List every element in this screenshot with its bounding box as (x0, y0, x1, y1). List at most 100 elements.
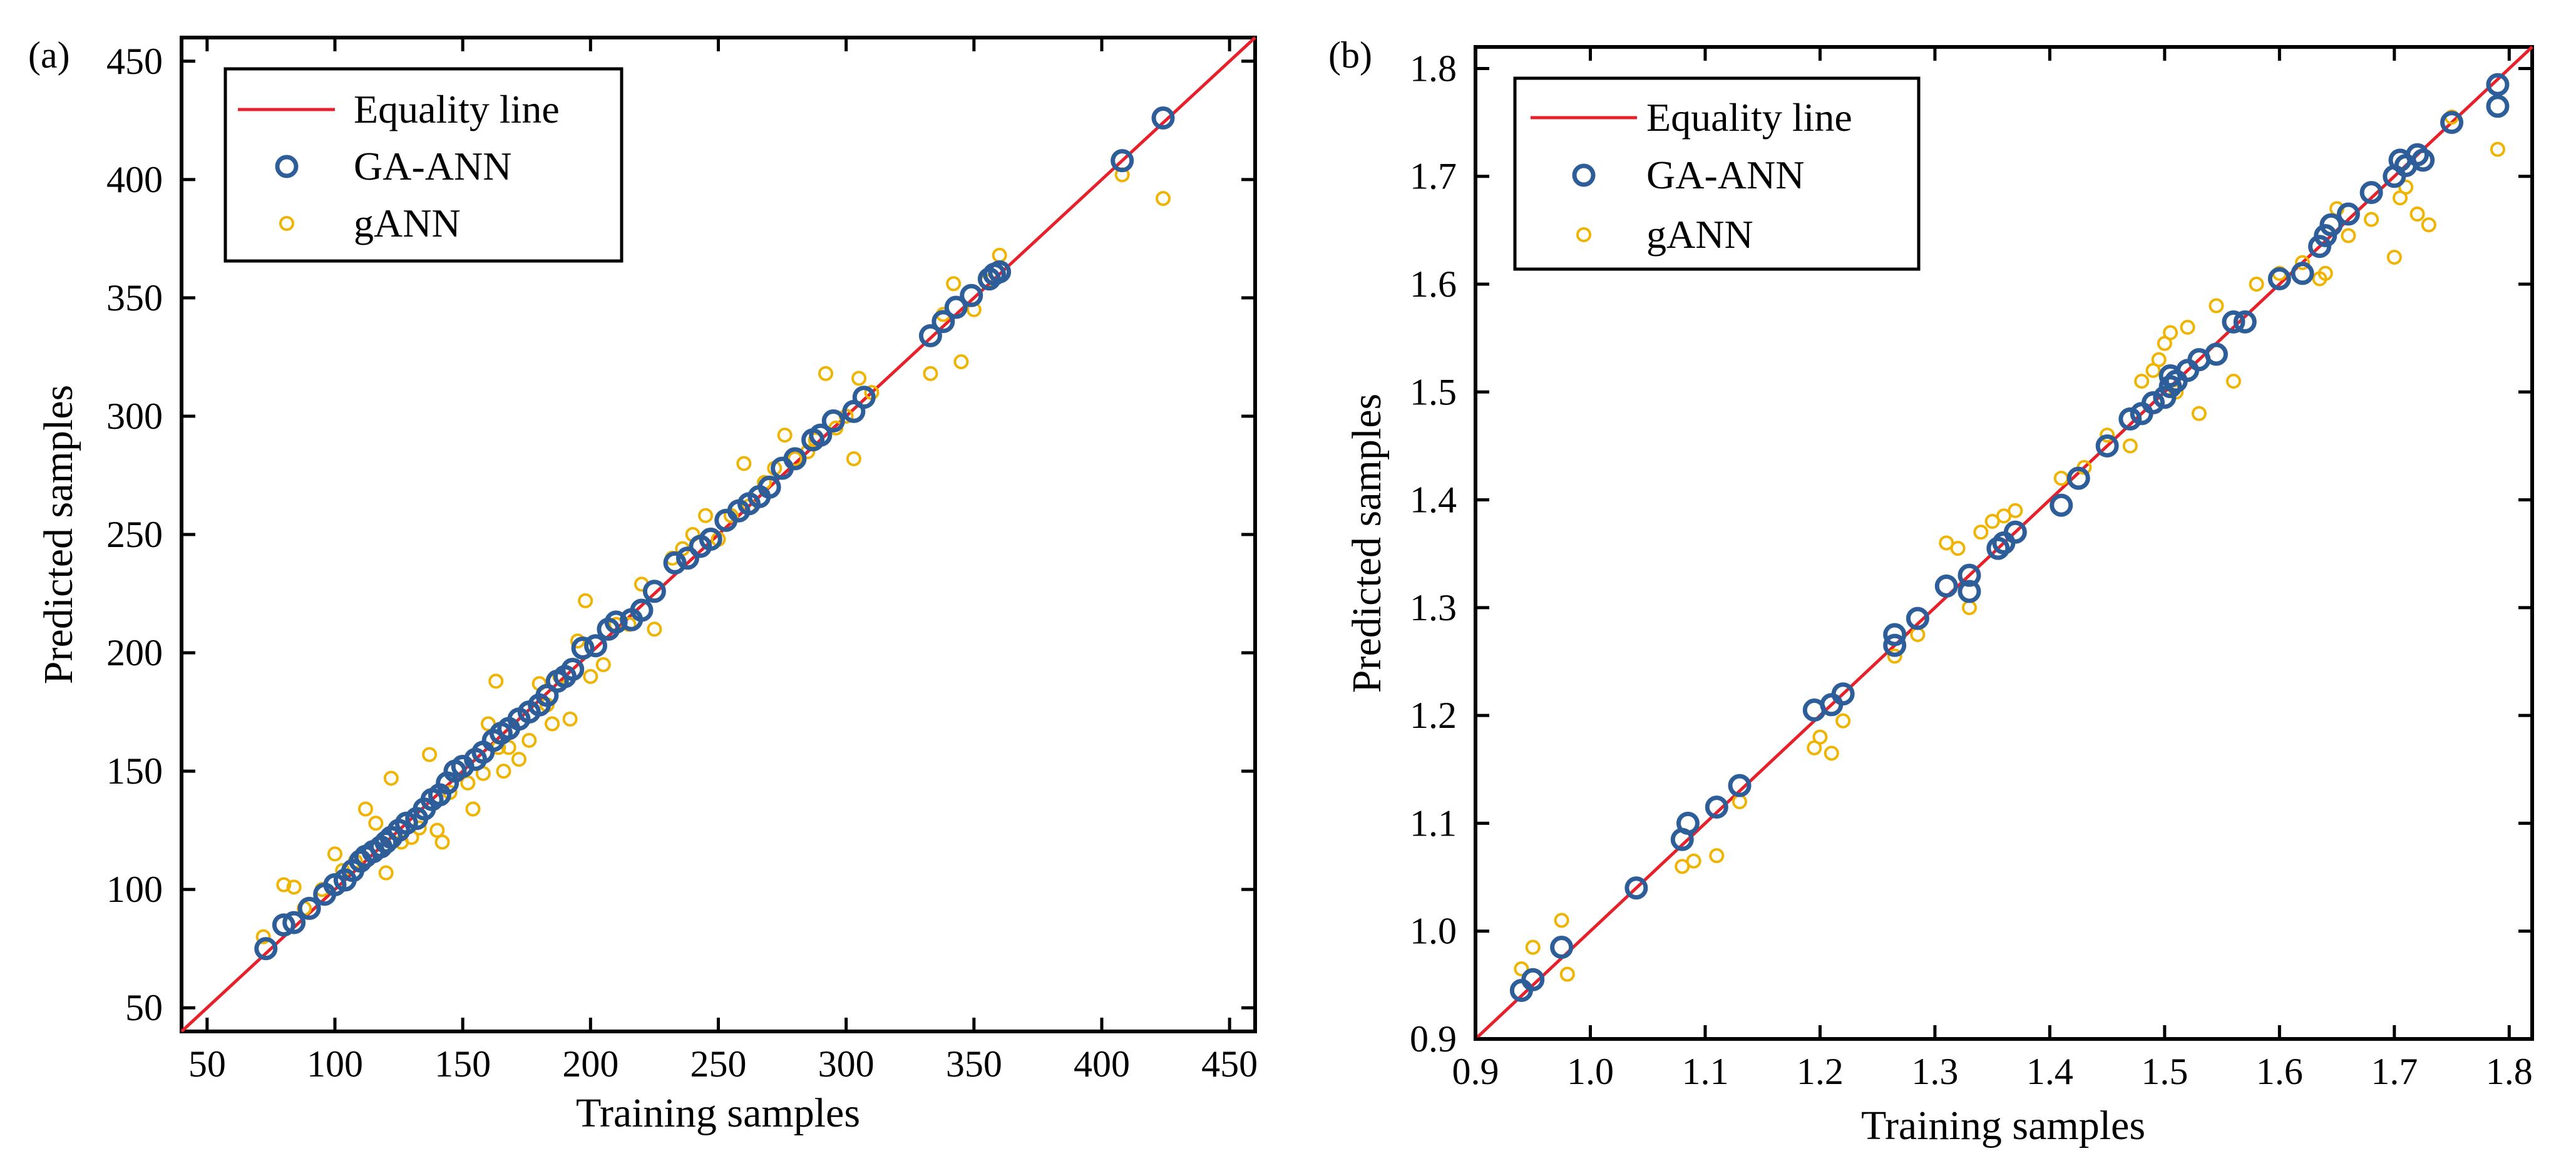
x-axis-label-a: Training samples (576, 1090, 860, 1136)
ga-ann-point (2411, 148, 2435, 172)
gann-point (1514, 961, 1529, 977)
legend-label-ga-ann-b: GA-ANN (1646, 153, 1804, 197)
ga-ann-point (1831, 682, 1855, 706)
legend-label-equality-b: Equality line (1646, 95, 1852, 140)
ga-ann-point (2233, 310, 2257, 334)
x-tick-label: 1.0 (1567, 1051, 1614, 1092)
ga-ann-point (272, 913, 295, 937)
axes-frame-b (1474, 45, 2534, 1041)
x-tick-label: 50 (188, 1043, 226, 1085)
ga-ann-point (2319, 213, 2343, 237)
legend-label-gann-a: gANN (354, 201, 461, 245)
gann-point (2409, 207, 2425, 222)
ga-ann-point (2486, 95, 2510, 118)
gann-point (562, 711, 578, 727)
ga-ann-point (1151, 106, 1175, 130)
chart-panel-b: (b) 0.9 1.0 1.1 1.2 1.3 1.4 1.5 1.6 1.7 1.8 0.9 1.… (1328, 34, 2534, 1148)
gann-point (736, 456, 752, 471)
gann-point (2134, 374, 2150, 389)
x-tick-label: 350 (946, 1043, 1002, 1085)
gann-point (2421, 217, 2436, 233)
x-tick-label: 1.5 (2141, 1051, 2188, 1092)
gann-point (2008, 503, 2023, 518)
gann-point (2122, 438, 2138, 454)
ga-ann-point (1906, 606, 1929, 630)
x-tick-label: 0.9 (1452, 1051, 1499, 1092)
y-tick-label: 1.8 (1410, 48, 1457, 89)
ga-ann-point (1883, 623, 1907, 647)
y-tick-label: 1.4 (1410, 479, 1457, 521)
ga-ann-point (2204, 342, 2228, 366)
ga-ann-point (604, 610, 628, 634)
ga-ann-point (571, 636, 595, 660)
ga-ann-point (2158, 375, 2182, 399)
ga-ann-point (2095, 434, 2119, 458)
y-tick-label: 1.7 (1410, 156, 1457, 197)
gann-point (434, 834, 450, 850)
ga-ann-point (642, 580, 666, 603)
ga-ann-point (2222, 310, 2245, 334)
x-tick-label: 400 (1074, 1043, 1130, 1085)
gann-point (255, 929, 271, 944)
gann-point (465, 801, 481, 817)
x-tick-label: 1.7 (2371, 1051, 2418, 1092)
gann-point (2341, 228, 2356, 243)
ga-ann-point (821, 409, 845, 433)
ga-ann-point (783, 447, 807, 471)
gann-point (1812, 729, 1828, 745)
ga-ann-point (2118, 407, 2142, 431)
legend-label-ga-ann-a: GA-ANN (354, 144, 511, 188)
gann-point (578, 593, 593, 608)
x-tick-label: 1.4 (2026, 1051, 2073, 1092)
legend-label-gann-b: gANN (1646, 212, 1753, 257)
legend-b: Equality line GA-ANN gANN (1513, 76, 1921, 271)
gann-point (2100, 427, 2115, 443)
ga-ann-point (809, 423, 833, 447)
gann-point (953, 354, 969, 369)
x-ticks-b: 0.9 1.0 1.1 1.2 1.3 1.4 1.5 1.6 1.7 1.8 (1452, 47, 2533, 1092)
ga-ann-point (960, 284, 983, 307)
gann-point (2180, 319, 2195, 335)
gann-point (1973, 524, 1989, 540)
x-tick-label: 150 (434, 1043, 491, 1085)
y-tick-label: 200 (106, 632, 163, 673)
ga-ann-point (561, 658, 585, 682)
ga-ann-point (282, 911, 306, 934)
ga-ann-point (2267, 267, 2291, 290)
y-tick-label: 350 (106, 277, 163, 319)
panel-label-b: (b) (1328, 34, 1372, 76)
gann-point (368, 816, 384, 831)
ga-ann-point (2440, 111, 2464, 135)
ga-ann-point (1111, 149, 1134, 173)
gann-point (2191, 406, 2207, 421)
gann-point (1709, 848, 1725, 864)
ga-ann-point (2291, 262, 2314, 285)
gann-point (545, 716, 560, 732)
gann-point (595, 657, 611, 672)
gann-point (923, 366, 938, 381)
gann-point (1887, 648, 1902, 664)
gann-point (1835, 713, 1851, 729)
ga-ann-point (2336, 202, 2360, 226)
ga-ann-point (254, 937, 278, 961)
gann-point (511, 752, 526, 767)
x-tick-label: 1.6 (2256, 1051, 2303, 1092)
y-tick-label: 1.6 (1410, 263, 1457, 305)
gann-point (1950, 541, 1966, 556)
legend-marker-ga-ann-a (275, 155, 299, 178)
gann-point (570, 633, 585, 649)
y-tick-label: 1.0 (1410, 911, 1457, 952)
y-tick-label: 0.9 (1410, 1018, 1457, 1060)
y-tick-label: 150 (106, 750, 163, 792)
gann-point (1910, 626, 1926, 642)
legend-marker-gann-b (1576, 227, 1591, 242)
y-tick-label: 1.2 (1410, 695, 1457, 736)
gann-point (1554, 913, 1569, 928)
gann-point (647, 621, 662, 637)
ga-ann-point (988, 260, 1012, 284)
legend-a: Equality line GA-ANN gANN (223, 67, 623, 263)
ga-ann-point (1728, 774, 1752, 797)
series-ga-ann-a (254, 106, 1175, 961)
ga-ann-point (852, 386, 876, 409)
